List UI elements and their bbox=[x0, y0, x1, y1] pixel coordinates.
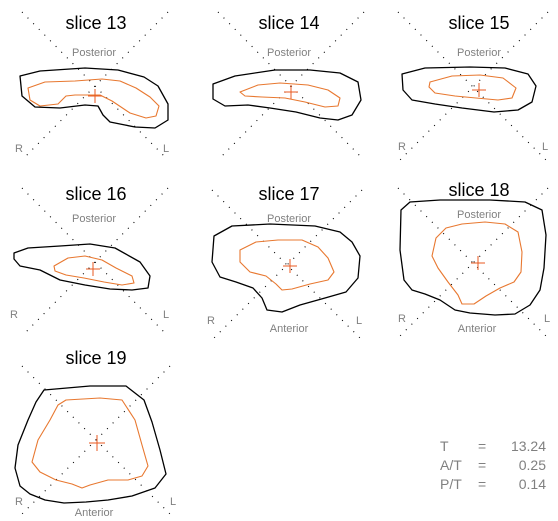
left-label: L bbox=[544, 313, 550, 325]
outer-contour bbox=[212, 69, 362, 121]
left-label: L bbox=[356, 315, 362, 327]
stat-t-value: 13.24 bbox=[511, 438, 546, 454]
anterior-label: Anterior bbox=[458, 323, 497, 335]
posterior-label: Posterior bbox=[72, 213, 116, 225]
crosshair bbox=[283, 259, 297, 273]
posterior-label: Posterior bbox=[457, 209, 501, 221]
right-label: R bbox=[10, 309, 18, 321]
anterior-label: Anterior bbox=[270, 323, 309, 335]
crosshair bbox=[472, 83, 486, 97]
inner-contour bbox=[27, 78, 160, 119]
stat-t-label: T bbox=[440, 438, 449, 454]
crosshair bbox=[88, 89, 102, 103]
right-label: R bbox=[15, 496, 23, 508]
posterior-label: Posterior bbox=[72, 47, 116, 59]
right-label: R bbox=[398, 313, 406, 325]
posterior-label: Posterior bbox=[457, 47, 501, 59]
stat-pt-value: 0.14 bbox=[519, 476, 546, 492]
inner-contour bbox=[428, 74, 517, 101]
crosshair bbox=[89, 435, 105, 451]
slice-title: slice 17 bbox=[258, 184, 319, 204]
inner-contour bbox=[239, 82, 341, 108]
outer-contour bbox=[14, 385, 167, 504]
stats-block: T = 13.24 A/T = 0.25 P/T = 0.14 bbox=[440, 438, 546, 492]
right-label: R bbox=[207, 315, 215, 327]
slice-title: slice 13 bbox=[65, 13, 126, 33]
outer-contour bbox=[401, 66, 537, 113]
left-label: L bbox=[170, 496, 176, 508]
crosshair bbox=[284, 85, 298, 99]
slice-panel-14: slice 14 Posterior bbox=[212, 11, 365, 161]
right-label: R bbox=[398, 141, 406, 153]
outer-contour bbox=[19, 67, 169, 129]
slice-panel-13: slice 13 Posterior R L bbox=[15, 11, 169, 161]
slice-panel-15: slice 15 Posterior R L bbox=[397, 11, 549, 163]
left-label: L bbox=[163, 309, 169, 321]
slice-panel-19: slice 19 Anterior R L bbox=[14, 348, 176, 519]
inner-contour bbox=[431, 221, 523, 305]
slice-title: slice 14 bbox=[258, 13, 319, 33]
slice-panel-18: slice 18 Posterior Anterior R L bbox=[397, 180, 550, 339]
stat-at-label: A/T bbox=[440, 457, 462, 473]
inner-contour bbox=[53, 255, 135, 286]
stat-pt-eq: = bbox=[478, 476, 486, 492]
posterior-label: Posterior bbox=[267, 47, 311, 59]
stat-t-eq: = bbox=[478, 438, 486, 454]
stat-at-value: 0.25 bbox=[519, 457, 546, 473]
left-label: L bbox=[542, 141, 548, 153]
stat-pt-label: P/T bbox=[440, 476, 462, 492]
right-label: R bbox=[15, 143, 23, 155]
slice-panel-17: slice 17 Posterior Anterior R L bbox=[207, 184, 363, 341]
slice-title: slice 18 bbox=[448, 180, 509, 200]
slice-title: slice 15 bbox=[448, 13, 509, 33]
outer-contour bbox=[211, 223, 361, 313]
left-label: L bbox=[163, 143, 169, 155]
outer-contour bbox=[13, 243, 151, 291]
anterior-label: Anterior bbox=[75, 507, 114, 519]
inner-contour bbox=[239, 239, 335, 291]
inner-contour bbox=[31, 397, 149, 489]
crosshair bbox=[86, 262, 100, 276]
crosshair bbox=[471, 256, 485, 270]
slice-title: slice 19 bbox=[65, 348, 126, 368]
slice-title: slice 16 bbox=[65, 184, 126, 204]
slice-panel-16: slice 16 Posterior R L bbox=[10, 184, 169, 337]
outer-contour bbox=[399, 199, 547, 316]
posterior-label: Posterior bbox=[267, 213, 311, 225]
stat-at-eq: = bbox=[478, 457, 486, 473]
